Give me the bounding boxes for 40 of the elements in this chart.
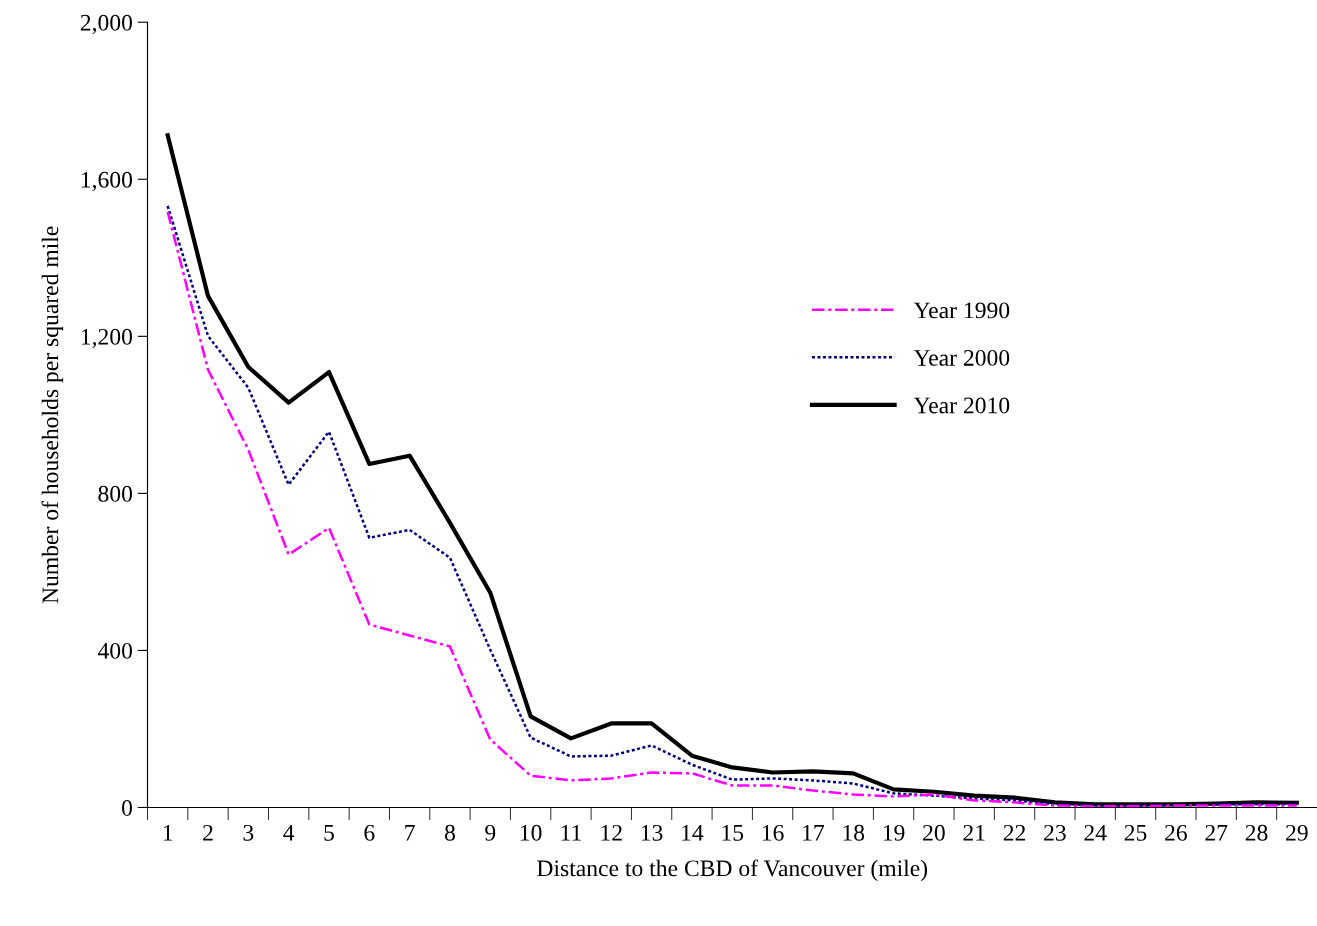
y-tick-label: 0: [122, 799, 133, 816]
legend-label: Year 2000: [913, 349, 1010, 366]
y-axis-title: Number of households per squared mile: [41, 226, 64, 604]
y-tick-label: 2,000: [80, 14, 133, 35]
x-tick-label: 17: [803, 824, 825, 841]
x-tick-label: 3: [243, 824, 254, 841]
x-tick-label: 10: [520, 824, 542, 841]
y-tick-label: 1,600: [81, 171, 133, 192]
x-tick-label: 25: [1124, 824, 1147, 841]
x-tick-label: 14: [682, 824, 704, 841]
x-tick-label: 11: [561, 824, 581, 841]
x-tick-label: 23: [1044, 824, 1066, 841]
x-tick-label: 24: [1084, 824, 1107, 841]
x-tick-label: 12: [601, 824, 622, 841]
x-tick-label: 15: [722, 824, 744, 841]
x-tick-label: 2: [203, 824, 213, 841]
x-tick-label: 1: [163, 824, 173, 841]
legend-label: Year 2010: [913, 397, 1010, 414]
x-tick-label: 6: [364, 824, 375, 841]
x-tick-label: 18: [843, 824, 865, 841]
x-tick-label: 21: [963, 824, 985, 841]
x-axis-title: Distance to the CBD of Vancouver (mile): [537, 859, 928, 882]
x-tick-label: 8: [444, 824, 455, 841]
x-tick-label: 28: [1245, 824, 1268, 841]
x-tick-label: 27: [1205, 824, 1228, 841]
x-tick-label: 19: [883, 824, 905, 841]
x-tick-label: 7: [405, 825, 415, 841]
x-tick-label: 5: [324, 825, 334, 841]
x-tick-label: 4: [283, 824, 295, 841]
x-tick-label: 26: [1165, 824, 1187, 841]
y-tick-label: 1,200: [81, 328, 133, 349]
legend-label: Year 1990: [913, 302, 1010, 319]
x-tick-label: 20: [923, 824, 945, 841]
y-tick-label: 400: [97, 642, 133, 659]
x-tick-label: 13: [641, 824, 663, 841]
x-tick-label: 22: [1003, 824, 1026, 841]
x-tick-label: 16: [762, 824, 784, 841]
x-tick-label: 29: [1286, 824, 1308, 841]
x-tick-label: 9: [485, 824, 496, 841]
y-tick-label: 800: [98, 485, 133, 502]
